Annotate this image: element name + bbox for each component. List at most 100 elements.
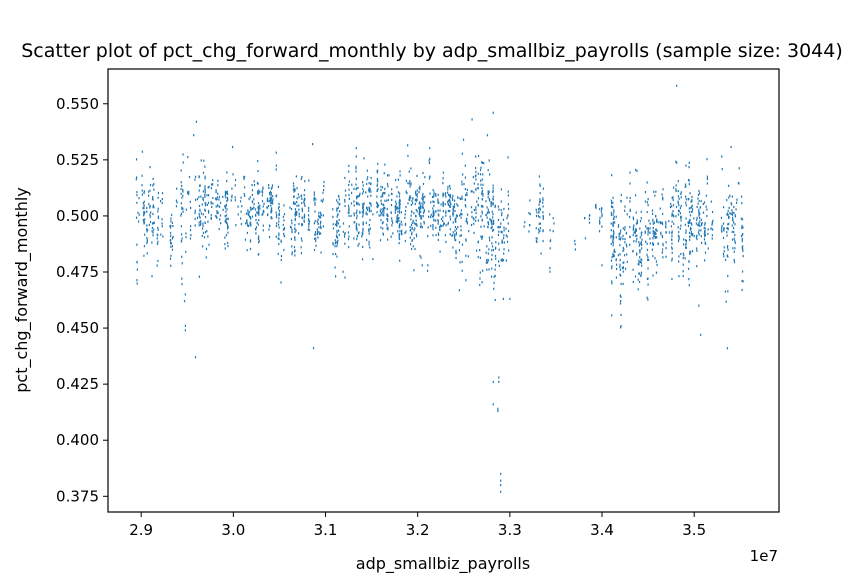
scatter-point xyxy=(720,216,723,220)
scatter-point xyxy=(251,189,254,192)
scatter-point xyxy=(225,234,228,237)
scatter-point xyxy=(194,356,197,359)
scatter-point xyxy=(486,216,488,219)
scatter-point xyxy=(623,254,626,257)
scatter-point xyxy=(376,177,379,181)
scatter-point xyxy=(143,245,146,248)
scatter-point xyxy=(612,217,615,220)
scatter-point xyxy=(368,206,370,209)
scatter-point xyxy=(355,222,358,226)
scatter-point xyxy=(368,223,371,227)
scatter-point xyxy=(611,174,613,177)
scatter-point xyxy=(675,188,677,191)
scatter-point xyxy=(726,254,728,257)
scatter-point xyxy=(396,218,398,221)
scatter-point xyxy=(266,206,268,209)
scatter-point xyxy=(413,237,415,240)
scatter-point xyxy=(353,214,355,217)
scatter-point xyxy=(654,257,656,260)
scatter-point xyxy=(298,208,300,211)
scatter-point xyxy=(653,190,655,193)
scatter-point xyxy=(432,188,434,192)
scatter-point xyxy=(384,206,386,210)
scatter-point xyxy=(407,182,409,185)
scatter-point xyxy=(135,178,137,181)
scatter-point xyxy=(611,314,613,317)
scatter-point xyxy=(224,206,226,209)
scatter-point xyxy=(612,221,614,224)
scatter-point xyxy=(486,268,488,271)
scatter-point xyxy=(734,215,737,218)
y-tick-label: 0.500 xyxy=(56,207,99,225)
scatter-point xyxy=(501,259,503,262)
scatter-point xyxy=(635,235,637,238)
scatter-point xyxy=(612,213,614,216)
scatter-point xyxy=(452,194,454,197)
scatter-point xyxy=(619,258,621,262)
scatter-point xyxy=(477,255,479,259)
scatter-point xyxy=(200,212,202,215)
scatter-point xyxy=(702,211,705,214)
x-tick-label: 3.0 xyxy=(221,521,245,539)
scatter-point xyxy=(481,187,483,190)
scatter-point xyxy=(626,260,628,264)
scatter-point xyxy=(202,190,204,193)
scatter-point xyxy=(204,165,206,168)
scatter-point xyxy=(549,270,551,273)
scatter-point xyxy=(376,183,379,186)
scatter-point xyxy=(383,208,385,212)
scatter-point xyxy=(317,236,319,239)
scatter-point xyxy=(481,281,483,284)
scatter-point xyxy=(437,198,439,201)
scatter-point xyxy=(539,183,541,186)
scatter-point xyxy=(203,159,205,162)
scatter-point xyxy=(623,248,625,251)
scatter-point xyxy=(482,269,484,272)
scatter-point xyxy=(495,257,497,260)
scatter-point xyxy=(215,198,217,201)
scatter-point xyxy=(423,210,426,213)
scatter-point xyxy=(322,191,324,194)
scatter-point xyxy=(156,264,158,267)
scatter-point xyxy=(202,231,205,234)
scatter-point xyxy=(599,222,601,225)
scatter-point xyxy=(204,193,206,197)
scatter-point xyxy=(355,183,357,186)
scatter-point xyxy=(475,206,477,209)
scatter-point xyxy=(200,220,202,223)
scatter-point xyxy=(498,376,500,379)
scatter-point xyxy=(320,226,322,229)
scatter-point xyxy=(141,174,143,177)
scatter-point xyxy=(408,196,411,200)
scatter-point xyxy=(152,205,154,209)
scatter-point xyxy=(231,196,233,199)
scatter-point xyxy=(318,214,320,217)
scatter-point xyxy=(368,243,370,246)
scatter-point xyxy=(614,221,616,224)
scatter-point xyxy=(670,202,672,206)
scatter-point xyxy=(198,215,200,218)
scatter-point xyxy=(148,203,150,206)
scatter-point xyxy=(601,207,603,210)
scatter-point xyxy=(298,212,300,215)
scatter-point xyxy=(210,183,213,186)
scatter-point xyxy=(369,207,371,210)
scatter-point xyxy=(243,175,246,179)
scatter-point xyxy=(413,229,415,232)
scatter-point xyxy=(240,196,242,199)
scatter-point xyxy=(182,190,184,193)
x-tick-label: 3.5 xyxy=(682,521,706,539)
scatter-point xyxy=(679,212,681,215)
scatter-point xyxy=(491,229,494,232)
scatter-point xyxy=(170,264,172,267)
scatter-point xyxy=(356,209,358,212)
scatter-point xyxy=(334,239,336,242)
scatter-point xyxy=(652,229,654,233)
scatter-point xyxy=(293,246,296,249)
scatter-point xyxy=(181,283,183,286)
scatter-point xyxy=(258,213,260,216)
scatter-point xyxy=(414,198,417,202)
scatter-point xyxy=(314,203,316,206)
scatter-point xyxy=(194,178,196,181)
scatter-point xyxy=(723,250,725,253)
